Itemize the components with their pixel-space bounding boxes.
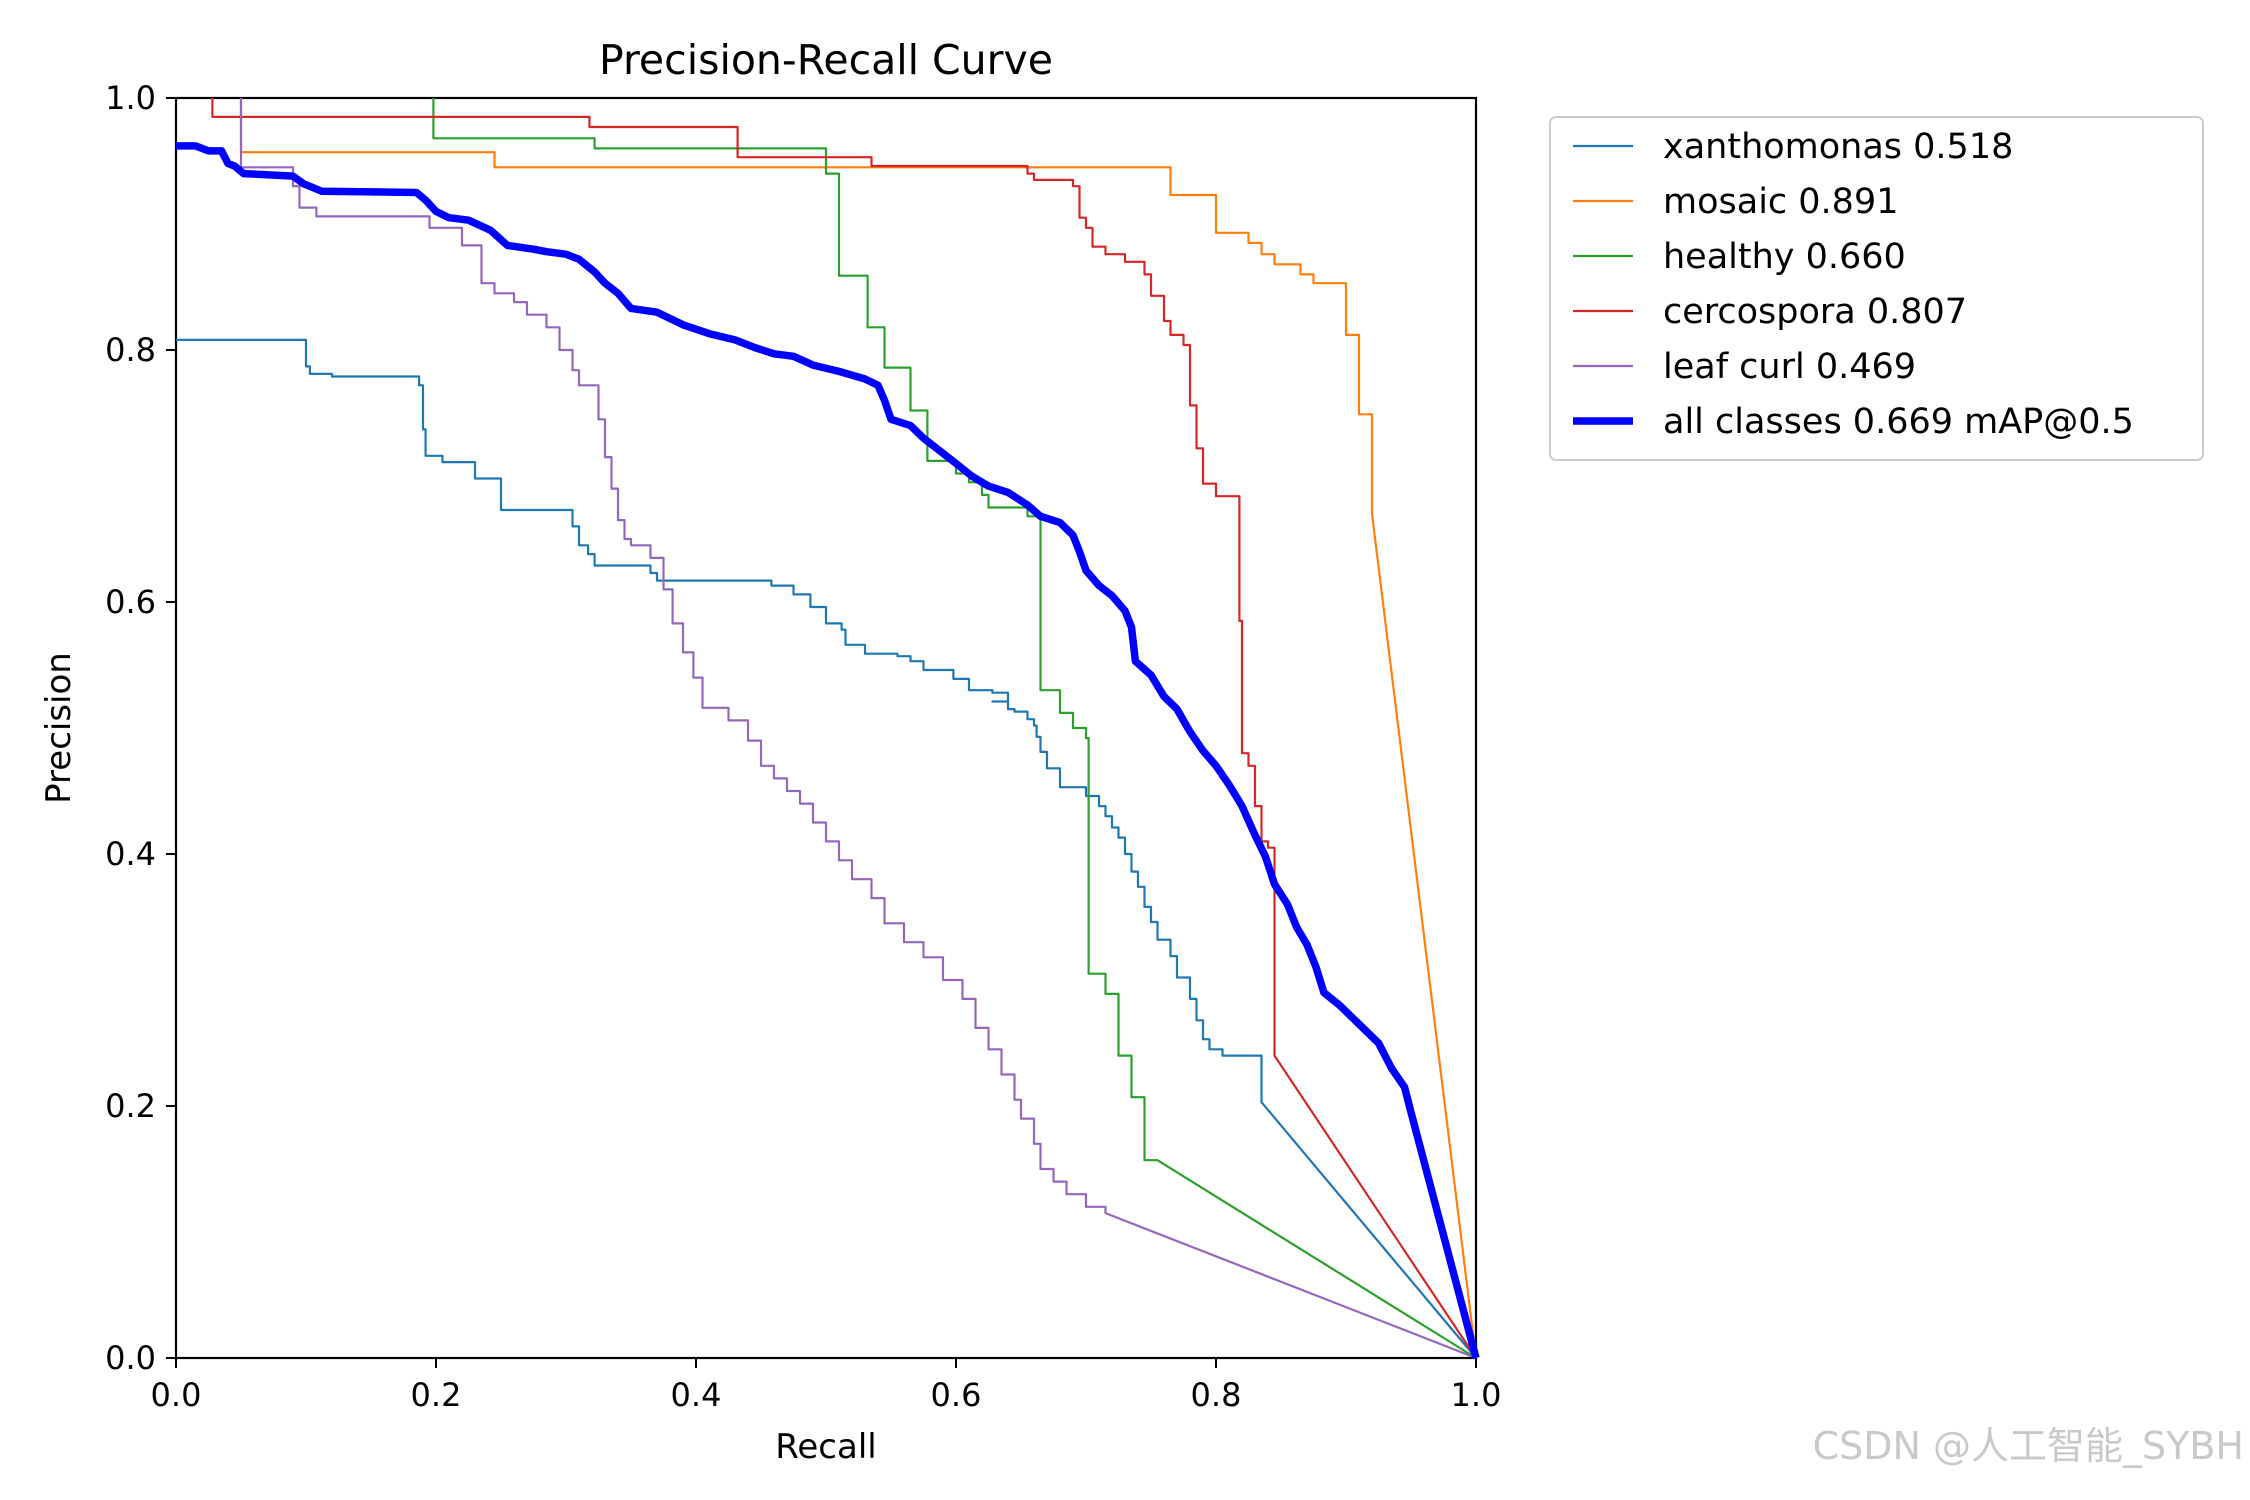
csdn-watermark: CSDN @人工智能_SYBH <box>1812 1424 2244 1468</box>
y-axis-label: Precision <box>39 652 79 804</box>
series-line-1 <box>239 98 1478 1359</box>
legend-label: xanthomonas 0.518 <box>1663 127 2013 167</box>
plot-frame <box>174 96 1478 1360</box>
x-tick-label: 0.2 <box>411 1376 462 1414</box>
legend-label: healthy 0.660 <box>1663 237 1906 277</box>
legend-items: xanthomonas 0.518 mosaic 0.891 healthy 0.6… <box>1573 127 2134 442</box>
y-tick-label: 0.8 <box>105 331 156 369</box>
x-tick-label: 0.0 <box>151 1376 202 1414</box>
series-line-0 <box>176 338 1477 1359</box>
x-tick-label: 1.0 <box>1451 1376 1502 1414</box>
series-line-2 <box>432 98 1477 1359</box>
legend: xanthomonas 0.518 mosaic 0.891 healthy 0.6… <box>1549 116 2204 461</box>
legend-label: leaf curl 0.469 <box>1663 347 1916 387</box>
legend-label: mosaic 0.891 <box>1663 182 1898 222</box>
y-axis-ticks: 0.0 0.2 0.4 0.6 0.8 1.0 <box>105 79 176 1377</box>
y-tick-label: 0.6 <box>105 583 156 621</box>
chart-title: Precision-Recall Curve <box>599 36 1053 84</box>
x-axis-label: Recall <box>775 1427 876 1467</box>
series-line-5 <box>176 142 1480 1359</box>
series-layer <box>176 98 1480 1360</box>
x-tick-label: 0.4 <box>671 1376 722 1414</box>
plot-area <box>174 96 1480 1360</box>
y-tick-label: 0.2 <box>105 1087 156 1125</box>
x-tick-label: 0.8 <box>1191 1376 1242 1414</box>
series-line-3 <box>211 98 1477 1359</box>
legend-label: all classes 0.669 mAP@0.5 <box>1663 402 2134 442</box>
x-tick-label: 0.6 <box>931 1376 982 1414</box>
y-tick-label: 0.4 <box>105 835 156 873</box>
y-tick-label: 0.0 <box>105 1339 156 1377</box>
y-tick-label: 1.0 <box>105 79 156 117</box>
series-line-4 <box>239 98 1477 1360</box>
legend-label: cercospora 0.807 <box>1663 292 1967 332</box>
legend-frame <box>1549 116 2204 461</box>
x-axis-ticks: 0.0 0.2 0.4 0.6 0.8 1.0 <box>151 1358 1502 1414</box>
